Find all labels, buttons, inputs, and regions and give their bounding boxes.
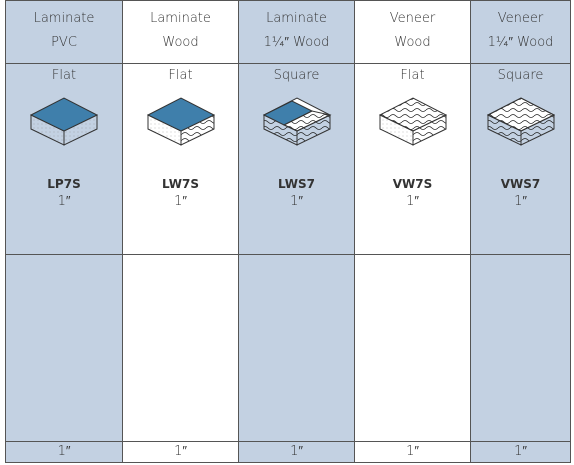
header-cell: Laminate 1¼″ Wood [238,0,355,64]
detail-cell: Square VWS7 1″ [470,63,571,255]
header-cell: Laminate Wood [122,0,239,64]
detail-cell: Square LWS7 1″ [238,63,355,255]
edge-icon [29,97,99,146]
size: 1″ [174,194,187,209]
header-line: Laminate [33,11,95,26]
detail-cell: Flat LP7S 1″ [5,63,123,255]
footer-size: 1″ [122,441,239,463]
model-code: LP7S [47,177,81,191]
edge-type: Flat [51,68,77,83]
header-line: Veneer [389,11,436,26]
footer-size: 1″ [354,441,471,463]
size: 1″ [514,194,527,209]
footer-size: 1″ [470,441,571,463]
detail-cell: Flat LW7S 1″ [122,63,239,255]
footer-size: 1″ [238,441,355,463]
detail-cell: Flat VW7S 1″ [354,63,471,255]
empty-cell [238,254,355,442]
empty-cell [354,254,471,442]
edge-icon [378,97,447,146]
model-code: LWS7 [278,177,315,191]
size: 1″ [290,194,303,209]
edge-icon [486,97,555,146]
header-line: 1¼″ Wood [487,35,554,50]
model-code: VW7S [392,177,433,191]
header-line: Laminate [150,11,211,26]
footer-size: 1″ [5,441,123,463]
header-line: Veneer [497,11,544,26]
model-code: VWS7 [500,177,541,191]
header-line: Wood [162,35,199,50]
edge-type: Flat [168,68,193,83]
empty-cell [470,254,571,442]
edge-type: Square [497,68,544,83]
header-cell: Veneer Wood [354,0,471,64]
edge-icon [146,97,215,146]
header-cell: Veneer 1¼″ Wood [470,0,571,64]
empty-cell [5,254,123,442]
edge-type: Square [273,68,320,83]
empty-cell [122,254,239,442]
header-line: Laminate [266,11,327,26]
edge-type: Flat [400,68,425,83]
size: 1″ [57,194,71,209]
edge-icon [262,97,332,146]
size: 1″ [406,194,419,209]
spec-table: Laminate PVC Laminate Wood Laminate 1¼″ Woo… [5,0,571,463]
model-code: LW7S [162,177,199,191]
header-cell: Laminate PVC [5,0,123,64]
header-line: 1¼″ Wood [263,35,330,50]
header-line: PVC [51,35,77,50]
header-line: Wood [394,35,431,50]
